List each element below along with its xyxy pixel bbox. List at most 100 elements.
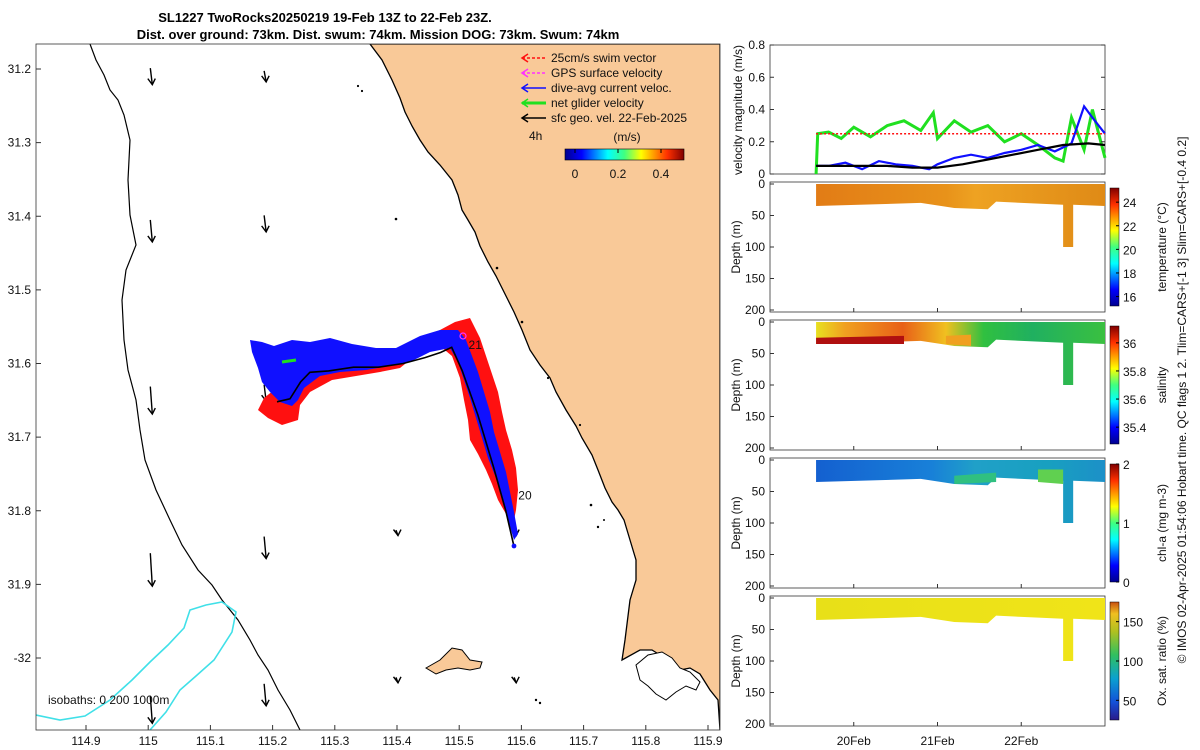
velocity-panel-frame	[769, 44, 1106, 175]
title-line2: Dist. over ground: 73km. Dist. swum: 74k…	[137, 27, 620, 42]
section-colorbar-tick: 1	[1123, 517, 1130, 531]
section-ytick: 150	[745, 548, 765, 562]
section-temp: 0 50 100 150 200 Depth (m) 16 18 20 22 24 temperatu…	[729, 177, 1169, 317]
map-ytick-label: 31.2	[8, 62, 32, 76]
deploy-point	[511, 543, 517, 549]
legend-item-net: net glider velocity	[520, 96, 644, 110]
map-x-axis: 114.9 115 115.1 115.2 115.3 115.4 115.5 115.6 11…	[71, 725, 723, 748]
section-colorbar-tick: 18	[1123, 267, 1137, 281]
section-colorbar-tick: 2	[1123, 458, 1130, 472]
section-ox: 0 50 100 150 200 Depth (m) 50 100 150 Ox. sat. ra…	[729, 591, 1169, 731]
map-ytick-label: 31.9	[8, 577, 32, 591]
map-ytick-label: 31.3	[8, 136, 32, 150]
legend-item-swim: 25cm/s swim vector	[520, 51, 656, 65]
legend-label: GPS surface velocity	[551, 66, 662, 80]
title-line1: SL1227 TwoRocks20250219 19-Feb 13Z to 22…	[158, 10, 492, 25]
map-border	[35, 43, 721, 731]
section-highlight	[1038, 469, 1064, 484]
section-colorbar-tick: 24	[1123, 196, 1137, 210]
colorbar-tick: 0	[572, 167, 579, 181]
section-colorbar-tick: 0	[1123, 576, 1130, 590]
velocity-ytick: 0.8	[748, 38, 765, 52]
rottnest-island	[425, 647, 483, 675]
map-ytick-label: 31.8	[8, 504, 32, 518]
section-colorbar-tick: 22	[1123, 220, 1137, 234]
section-ylabel: Depth (m)	[729, 220, 743, 273]
net-glider-velocity	[281, 358, 297, 364]
velocity-series	[814, 103, 1107, 175]
section-ytick: 0	[758, 177, 765, 191]
section-highlight	[945, 334, 971, 346]
sfc-vector-arrow	[147, 386, 156, 416]
arrow-left-icon	[520, 98, 546, 108]
velocity-ytick: 0	[758, 167, 765, 181]
section-ytick: 50	[752, 347, 766, 361]
map-xtick-label: 115.7	[569, 734, 598, 748]
section-highlight	[954, 472, 997, 484]
section-clabel: Ox. sat. ratio (%)	[1155, 616, 1169, 706]
velocity-ytick: 0.6	[748, 70, 765, 84]
section-ytick: 200	[745, 441, 765, 455]
date-tick-label: 22Feb	[1004, 734, 1038, 748]
legend-label: dive-avg current veloc.	[551, 81, 672, 95]
sfc-vector-arrow	[261, 683, 270, 708]
sfc-vector-arrow	[392, 529, 402, 537]
isobath-1000	[36, 601, 237, 730]
section-ytick: 200	[745, 579, 765, 593]
section-colorbar-tick: 36	[1123, 337, 1137, 351]
legend-item-sfc: sfc geo. vel. 22-Feb-2025	[520, 111, 687, 125]
arrow-left-icon	[520, 53, 546, 63]
map-ytick-label: 31.6	[8, 357, 32, 371]
legend-4h: 4h	[529, 129, 542, 143]
section-chl: 0 50 100 150 200 Depth (m) 0 1 2 chl-a (mg m-3)	[729, 453, 1169, 593]
gps-point	[459, 332, 467, 340]
sfc-vector-arrow	[392, 676, 402, 685]
side-note: © IMOS 02-Apr-2025 01:54:06 Hobart time.…	[1175, 137, 1189, 664]
section-ytick: 0	[758, 453, 765, 467]
section-clabel: salinity	[1155, 367, 1169, 404]
section-colorbar	[1109, 187, 1120, 307]
velocity-colorbar	[564, 148, 685, 161]
sfc-vector-arrow	[147, 68, 156, 86]
legend-item-dive: dive-avg current veloc.	[520, 81, 672, 95]
map-xtick-label: 115.2	[258, 734, 287, 748]
section-clabel: temperature (°C)	[1155, 202, 1169, 292]
map-ytick-label: 31.7	[8, 430, 32, 444]
map-xtick-label: 115.4	[382, 734, 411, 748]
velocity-ytick: 0.4	[748, 103, 765, 117]
map-xtick-label: 115.9	[693, 734, 722, 748]
date-tick-label: 21Feb	[920, 734, 954, 748]
section-ytick: 200	[745, 303, 765, 317]
arrow-left-icon	[520, 68, 546, 78]
section-colorbar-tick: 16	[1123, 291, 1137, 305]
legend-label: net glider velocity	[551, 96, 644, 110]
islets	[356, 84, 605, 705]
colorbar-label: (m/s)	[613, 130, 640, 144]
isobath-label: isobaths: 0 200 1000m	[48, 693, 169, 707]
section-sal: 0 50 100 150 200 Depth (m) 35.4 35.6 35.8 36 salin…	[729, 315, 1169, 455]
legend-label: 25cm/s swim vector	[551, 51, 656, 65]
section-ytick: 100	[745, 516, 765, 530]
section-ytick: 150	[745, 410, 765, 424]
section-ytick: 100	[745, 240, 765, 254]
section-ytick: 100	[745, 378, 765, 392]
section-colorbar-tick: 20	[1123, 243, 1137, 257]
sfc-vector-arrow	[261, 215, 270, 234]
sfc-vector-arrow	[261, 70, 270, 84]
glider-swath	[250, 318, 518, 549]
section-ytick: 150	[745, 272, 765, 286]
section-colorbar-tick: 35.4	[1123, 421, 1147, 435]
section-clabel: chl-a (mg m-3)	[1155, 484, 1169, 562]
section-ytick: 50	[752, 623, 766, 637]
velocity-colorbar-ticks: 0 0.2 0.4	[572, 149, 670, 181]
map-xtick-label: 115.8	[631, 734, 660, 748]
sfc-vector-arrow	[147, 695, 156, 725]
map-xtick-label: 114.9	[71, 734, 100, 748]
section-ytick: 200	[745, 717, 765, 731]
section-colorbar-tick: 35.6	[1123, 393, 1147, 407]
sfc-vector-arrow	[261, 536, 270, 560]
legend-item-gps: GPS surface velocity	[520, 66, 662, 80]
